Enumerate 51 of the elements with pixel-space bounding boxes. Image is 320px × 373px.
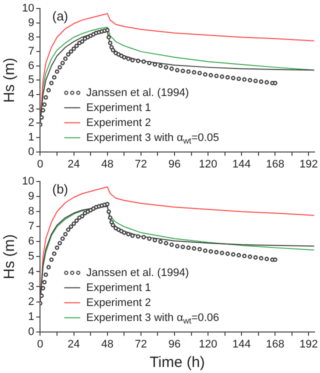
y-axis-title: Hs (m) — [1, 234, 18, 280]
y-tick-label: 7 — [28, 46, 34, 58]
y-tick-label: 2 — [28, 117, 34, 130]
y-tick-label: 3 — [28, 102, 34, 115]
y-tick-label: 10 — [22, 176, 34, 188]
x-tick-label: 96 — [168, 158, 181, 170]
x-tick-label: 48 — [101, 158, 114, 170]
y-tick-label: 6 — [28, 60, 34, 72]
y-tick-label: 8 — [28, 206, 34, 218]
x-tick-label: 0 — [37, 158, 44, 170]
y-tick-label: 9 — [28, 190, 34, 203]
y-tick-label: 3 — [28, 280, 34, 293]
x-tick-label: 168 — [266, 338, 284, 350]
legend-label: Experiment 1 — [86, 282, 152, 294]
y-tick-label: 1 — [28, 310, 34, 323]
y-tick-label: 6 — [28, 236, 34, 248]
x-tick-label: 192 — [300, 158, 318, 170]
y-tick-label: 0 — [28, 146, 34, 158]
legend-label: Experiment 1 — [86, 102, 152, 114]
legend-label: Janssen et al. (1994) — [86, 86, 189, 99]
x-axis-title: Time (h) — [150, 354, 205, 372]
y-tick-label: 7 — [28, 220, 34, 233]
legend-label: Experiment 2 — [86, 116, 152, 129]
y-tick-label: 4 — [28, 266, 34, 278]
x-tick-label: 48 — [101, 338, 114, 350]
legend-label: Janssen et al. (1994) — [86, 266, 189, 279]
x-tick-label: 120 — [198, 158, 218, 170]
annotation: (a) — [52, 8, 68, 24]
y-tick-label: 2 — [28, 296, 34, 308]
y-tick-label: 4 — [28, 88, 34, 101]
y-axis-title: Hs (m) — [1, 58, 18, 103]
y-tick-label: 8 — [28, 31, 34, 44]
x-tick-label: 24 — [68, 158, 80, 170]
y-tick-label: 10 — [22, 2, 34, 15]
x-tick-label: 144 — [232, 338, 251, 350]
annotation: (b) — [52, 182, 68, 197]
x-tick-label: 120 — [198, 338, 218, 350]
x-tick-label: 144 — [232, 158, 251, 170]
y-tick-label: 9 — [28, 16, 34, 29]
y-tick-label: 5 — [28, 74, 34, 86]
x-tick-label: 24 — [68, 338, 80, 350]
x-tick-label: 72 — [134, 158, 148, 170]
y-tick-label: 5 — [28, 250, 34, 263]
y-tick-label: 0 — [28, 326, 34, 338]
x-tick-label: 168 — [266, 158, 284, 170]
y-tick-label: 1 — [28, 132, 34, 144]
x-tick-label: 72 — [134, 338, 148, 350]
x-tick-label: 192 — [300, 338, 318, 350]
legend-label: Experiment 2 — [86, 296, 152, 309]
x-tick-label: 0 — [37, 338, 44, 350]
x-tick-label: 96 — [168, 338, 181, 350]
